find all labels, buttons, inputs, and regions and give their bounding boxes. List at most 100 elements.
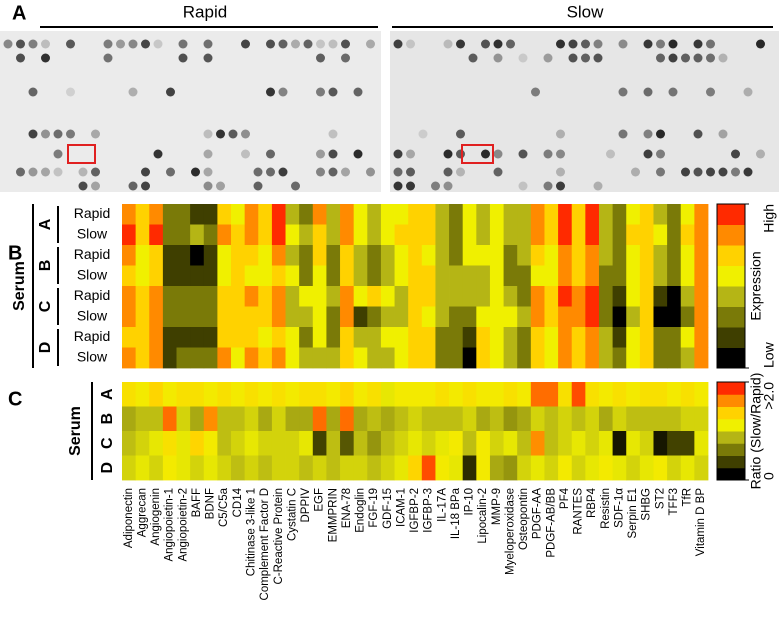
blot-spot xyxy=(353,87,363,97)
heatmap-cell xyxy=(149,406,164,432)
colorbar-tick-label: Low xyxy=(761,341,777,368)
blot-spot xyxy=(743,167,753,177)
heatmap-cell xyxy=(639,306,654,328)
heatmap-cell xyxy=(449,455,464,481)
blot-spot xyxy=(581,53,590,63)
heatmap-cell xyxy=(353,406,368,432)
row-label: C xyxy=(99,437,116,449)
heatmap-cell xyxy=(653,347,668,369)
heatmap-cell xyxy=(421,455,436,481)
heatmap-cell xyxy=(503,306,518,328)
heatmap-cell xyxy=(231,406,246,432)
heatmap-cell xyxy=(340,431,355,456)
blot-spot xyxy=(393,167,403,177)
blot-spot xyxy=(16,167,25,177)
blot-spot xyxy=(141,167,150,177)
heatmap-cell xyxy=(258,224,273,246)
heatmap-cell xyxy=(449,204,464,225)
heatmap-cell xyxy=(653,204,668,225)
heatmap-cell xyxy=(421,265,436,287)
heatmap-cell xyxy=(558,245,573,266)
blot-spot xyxy=(328,39,338,49)
heatmap-cell xyxy=(626,455,641,481)
blot-spot xyxy=(141,39,150,49)
heatmap-cell xyxy=(558,347,573,369)
heatmap-cell xyxy=(462,431,477,456)
heatmap-cell xyxy=(162,224,177,246)
heatmap-cell xyxy=(598,406,614,432)
heatmap-cell xyxy=(680,224,695,246)
heatmap-cell xyxy=(271,204,286,225)
heatmap-cell xyxy=(394,382,409,407)
colorbar-step xyxy=(717,286,745,307)
heatmap-cell xyxy=(489,347,504,369)
blot-spot xyxy=(731,167,740,177)
colorbar-step xyxy=(717,347,745,369)
heatmap-cell xyxy=(653,224,668,246)
heatmap-cell xyxy=(203,347,218,369)
heatmap-cell xyxy=(667,382,682,407)
heatmap-cell xyxy=(190,224,205,246)
heatmap-cell xyxy=(489,327,504,348)
heatmap-cell xyxy=(258,382,273,407)
heatmap-cell xyxy=(476,382,491,407)
heatmap-cell xyxy=(489,382,504,407)
heatmap-cell xyxy=(612,327,627,348)
blot-spot xyxy=(341,167,350,177)
heatmap-cell xyxy=(367,406,382,432)
heatmap-cell xyxy=(653,306,668,328)
heatmap-cell xyxy=(312,224,327,246)
heatmap-cell xyxy=(530,382,545,407)
blot-spot xyxy=(656,39,665,49)
blot-spot xyxy=(228,129,238,139)
blot-spot xyxy=(153,39,163,49)
heatmap-cell xyxy=(162,327,177,348)
blot-spot xyxy=(643,87,653,97)
blot-spot xyxy=(266,39,275,49)
heatmap-cell xyxy=(217,224,232,246)
column-label: Adiponectin xyxy=(123,488,135,548)
blot-spot xyxy=(631,167,640,177)
heatmap-cell xyxy=(326,455,341,481)
blot-spot xyxy=(618,39,628,49)
heatmap-cell xyxy=(258,245,273,266)
column-label: Aggrecan xyxy=(136,488,148,537)
heatmap-cell xyxy=(380,382,395,407)
blot-spot xyxy=(431,181,440,191)
blot-spot xyxy=(53,167,63,177)
heatmap-cell xyxy=(367,245,382,266)
heatmap-cell xyxy=(394,327,409,348)
heatmap-cell xyxy=(503,224,518,246)
heatmap-cell xyxy=(408,455,423,481)
heatmap-cell xyxy=(176,347,191,369)
column-label: Myeloperoxidase xyxy=(504,488,516,575)
heatmap-cell xyxy=(421,431,436,456)
heatmap-cell xyxy=(462,347,477,369)
heatmap-cell xyxy=(312,455,327,481)
heatmap-cell xyxy=(626,431,641,456)
heatmap-cell xyxy=(162,204,177,225)
heatmap-cell xyxy=(612,245,627,266)
heatmap-cell xyxy=(598,455,614,481)
panel-label: A xyxy=(12,2,26,24)
heatmap-cell xyxy=(271,286,286,307)
heatmap-cell xyxy=(203,204,218,225)
blot-spot xyxy=(443,167,453,177)
heatmap-cell xyxy=(231,224,246,246)
heatmap-cell xyxy=(271,224,286,246)
heatmap-cell xyxy=(122,327,137,348)
heatmap-cell xyxy=(176,224,191,246)
heatmap-cell xyxy=(571,265,586,287)
blot-spot xyxy=(656,167,665,177)
heatmap-cell xyxy=(217,347,232,369)
column-label: Complement Factor D xyxy=(259,488,271,600)
blot-spot xyxy=(66,87,75,97)
heatmap-cell xyxy=(162,265,177,287)
blot-spot xyxy=(203,129,213,139)
heatmap-cell xyxy=(544,306,559,328)
heatmap-cell xyxy=(340,327,355,348)
heatmap-cell xyxy=(680,455,695,481)
heatmap-cell xyxy=(639,327,654,348)
blot-spot xyxy=(53,149,63,159)
heatmap-cell xyxy=(271,431,286,456)
